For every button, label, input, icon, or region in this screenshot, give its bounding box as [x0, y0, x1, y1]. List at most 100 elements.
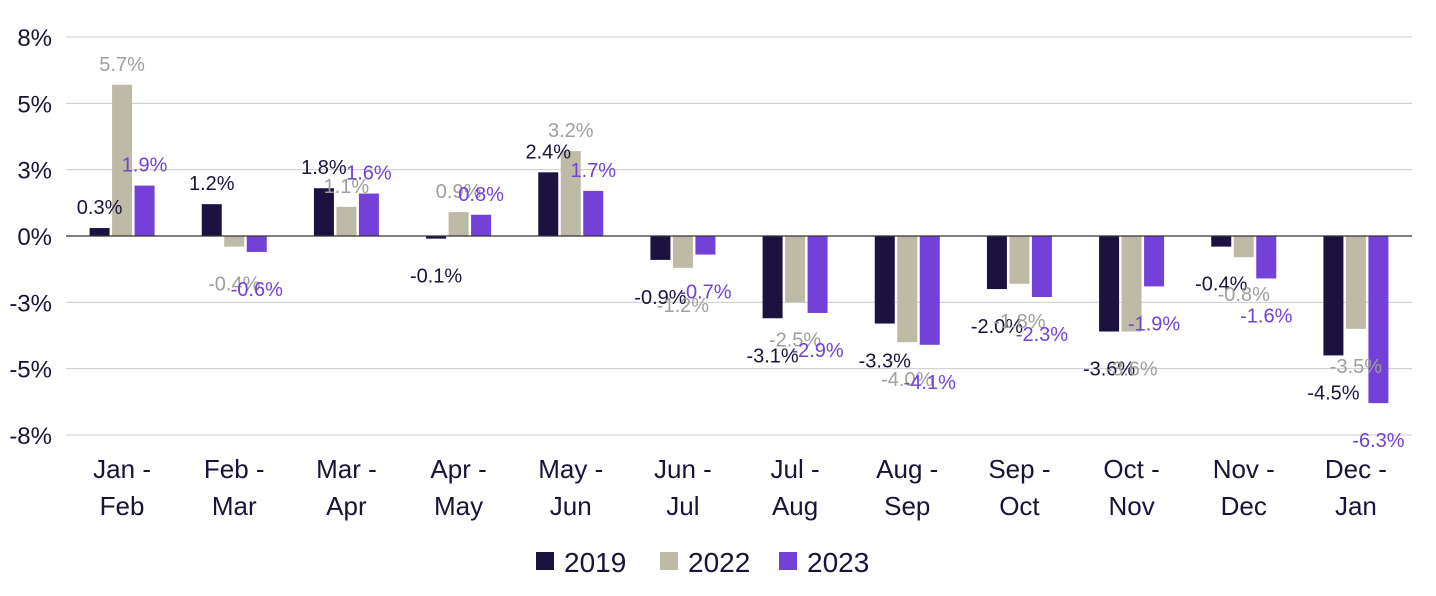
bar-2019 — [1211, 236, 1232, 247]
bar-2019 — [538, 172, 559, 236]
bar-2023 — [471, 214, 492, 236]
legend-label-2019: 2019 — [564, 547, 626, 578]
bar-2023 — [919, 236, 940, 345]
bar-2023 — [1144, 236, 1165, 287]
bar-2019 — [650, 236, 671, 260]
category-label: Jun — [550, 491, 592, 521]
bar-2019 — [874, 236, 895, 324]
data-label-2019: -3.6% — [1083, 359, 1135, 381]
data-label-2023: -4.1% — [904, 372, 956, 394]
data-label-2019: -0.4% — [1195, 274, 1247, 296]
data-label-2022: -0.4% — [208, 274, 260, 296]
bar-2019 — [986, 236, 1007, 290]
data-label-2022: -0.8% — [1218, 284, 1270, 306]
bar-2023 — [1368, 236, 1389, 404]
data-label-2019: -3.3% — [859, 351, 911, 373]
category-label: Apr — [326, 491, 367, 521]
data-labels: 0.3%5.7%1.9%1.2%-0.4%-0.6%1.8%1.1%1.6%-0… — [77, 54, 1405, 452]
bar-2023 — [1256, 236, 1277, 279]
data-label-2023: 1.9% — [122, 155, 168, 177]
data-label-2019: -0.1% — [410, 266, 462, 288]
data-label-2023: -2.9% — [791, 340, 843, 362]
data-label-2022: -1.2% — [657, 295, 709, 317]
data-label-2023: 0.8% — [458, 184, 504, 206]
legend: 2019 2022 2023 — [536, 547, 869, 578]
bar-2023 — [583, 190, 604, 236]
bar-2022 — [1345, 236, 1366, 329]
category-label: Sep - — [988, 454, 1050, 484]
data-label-2023: -0.7% — [679, 282, 731, 304]
category-label: Jul — [666, 491, 699, 521]
category-label: Jan - — [93, 454, 151, 484]
data-label-2022: -1.8% — [993, 311, 1045, 333]
x-axis-categories: Jan - Feb Feb - Mar Mar - Apr Apr - May May - Jun… — [93, 454, 1387, 521]
category-label: Apr - — [430, 454, 486, 484]
data-label-2023: -2.3% — [1016, 324, 1068, 346]
bar-2019 — [1323, 236, 1344, 356]
bar-2022 — [672, 236, 693, 268]
bar-2022 — [560, 151, 581, 236]
category-label: May - — [538, 454, 603, 484]
bar-2023 — [807, 236, 828, 313]
bar-2022 — [1009, 236, 1030, 284]
data-label-2023: 1.7% — [570, 160, 616, 182]
legend-label-2023: 2023 — [807, 547, 869, 578]
data-label-2019: -2.0% — [971, 316, 1023, 338]
category-label: Oct - — [1103, 454, 1159, 484]
y-axis-ticks: 8% 5% 3% 0% -3% -5% -8% — [9, 25, 52, 450]
category-label: Jan — [1335, 491, 1377, 521]
data-label-2023: -1.6% — [1240, 305, 1292, 327]
bar-2023 — [134, 185, 155, 236]
category-label: Nov — [1108, 491, 1154, 521]
category-label: Jul - — [771, 454, 820, 484]
data-label-2023: 1.6% — [346, 163, 392, 185]
y-tick-label: 5% — [17, 91, 52, 118]
category-label: Jun - — [654, 454, 712, 484]
y-tick-label: -8% — [9, 423, 52, 450]
category-label: Aug - — [876, 454, 938, 484]
bar-2019 — [1099, 236, 1120, 332]
data-label-2019: 0.3% — [77, 197, 123, 219]
category-label: Aug — [772, 491, 818, 521]
data-label-2023: -0.6% — [231, 279, 283, 301]
data-label-2019: 1.2% — [189, 173, 235, 195]
bar-2022 — [448, 212, 469, 236]
legend-swatch-2023 — [779, 552, 797, 570]
legend-swatch-2019 — [536, 552, 554, 570]
category-label: Oct — [999, 491, 1040, 521]
bar-2022 — [897, 236, 918, 343]
category-label: Feb - — [204, 454, 265, 484]
data-label-2022: 3.2% — [548, 120, 594, 142]
data-label-2022: 1.1% — [324, 176, 370, 198]
category-label: Mar — [212, 491, 257, 521]
data-label-2019: -4.5% — [1307, 382, 1359, 404]
legend-label-2022: 2022 — [688, 547, 750, 578]
category-label: Nov - — [1213, 454, 1275, 484]
y-tick-label: -5% — [9, 357, 52, 384]
bar-2019 — [762, 236, 783, 319]
y-tick-label: 0% — [17, 224, 52, 251]
data-label-2022: 5.7% — [99, 54, 145, 76]
bar-2019 — [426, 236, 447, 239]
bar-2023 — [246, 236, 267, 252]
category-label: Dec - — [1325, 454, 1387, 484]
data-label-2023: -6.3% — [1352, 430, 1404, 452]
bar-2022 — [1121, 236, 1142, 332]
category-label: Feb — [100, 491, 145, 521]
category-label: Mar - — [316, 454, 377, 484]
bar-2022 — [785, 236, 806, 303]
category-label: May — [434, 491, 483, 521]
bar-2023 — [695, 236, 716, 255]
bar-2022 — [224, 236, 245, 247]
data-label-2019: 2.4% — [525, 141, 571, 163]
data-label-2019: 1.8% — [301, 157, 347, 179]
y-tick-label: -3% — [9, 290, 52, 317]
data-label-2022: 0.9% — [436, 181, 482, 203]
bar-2023 — [358, 193, 379, 236]
y-tick-label: 8% — [17, 25, 52, 52]
category-label: Dec — [1221, 491, 1267, 521]
bar-2023 — [1031, 236, 1052, 298]
gridlines — [66, 36, 1412, 436]
